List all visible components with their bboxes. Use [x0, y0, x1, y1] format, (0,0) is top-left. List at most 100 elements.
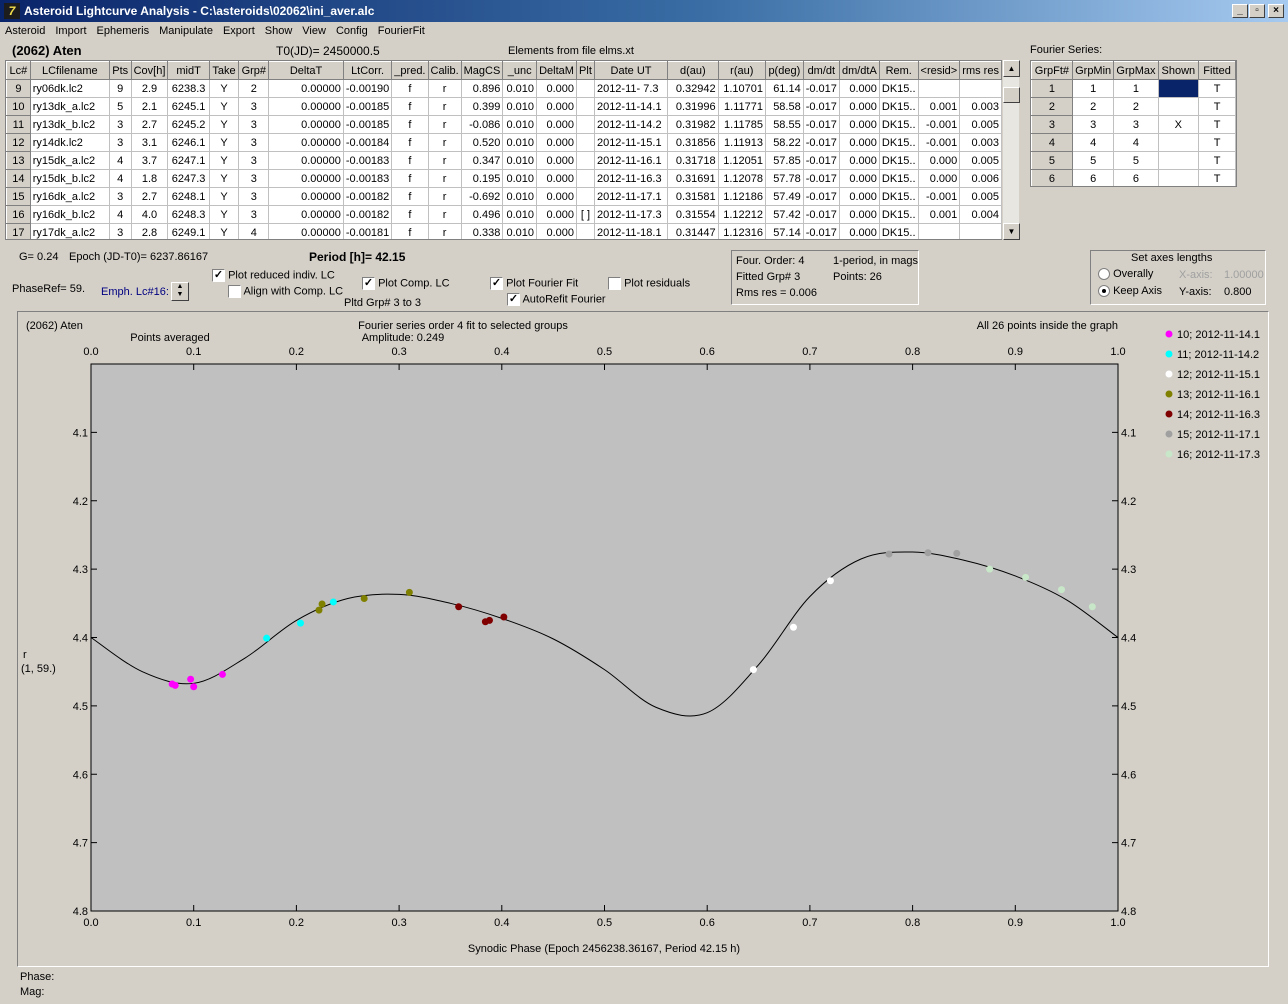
lc-cell[interactable]: 0.005	[959, 151, 1002, 170]
lc-cell[interactable]: 1.10701	[718, 79, 766, 98]
lc-cell[interactable]: ry15dk_a.lc2	[30, 151, 110, 170]
lightcurve-plot-area[interactable]: 0.0 0.0 0.1 0.1 0.2 0.2 0.3 0.3 0.4 0.4 0.5 0.5 0.6 0…	[17, 311, 1269, 967]
lc-cell[interactable]: 2012-11-14.1	[594, 97, 669, 116]
lc-cell[interactable]: 0.000	[839, 151, 880, 170]
data-point[interactable]	[263, 634, 271, 642]
lc-cell[interactable]: 3.1	[131, 133, 169, 152]
lc-cell[interactable]: 0.010	[502, 115, 538, 134]
lc-cell[interactable]: 2.8	[131, 223, 169, 239]
lc-cell[interactable]: -0.692	[461, 187, 504, 206]
overally-option[interactable]: Overally	[1098, 268, 1153, 281]
lc-cell[interactable]: Y	[209, 133, 240, 152]
lc-col-header[interactable]: Rem.	[878, 61, 919, 80]
lc-cell[interactable]: 1.12078	[718, 169, 766, 188]
lc-cell[interactable]	[576, 151, 595, 170]
lc-table-row[interactable]: 17 ry17dk_a.lc2 3 2.8 6249.1 Y 4 0.00000 -0.0018…	[6, 223, 1002, 239]
fourier-cell[interactable]: 3	[1113, 115, 1159, 134]
lc-cell[interactable]: 0.000	[536, 97, 577, 116]
lc-cell[interactable]: DK15..	[879, 205, 919, 224]
lc-cell[interactable]: 6247.1	[167, 151, 210, 170]
lc-cell[interactable]: -0.001	[918, 133, 961, 152]
lc-cell[interactable]	[959, 223, 1002, 239]
lc-cell[interactable]: DK15..	[879, 115, 919, 134]
lc-cell[interactable]: 6247.3	[167, 169, 210, 188]
lc-cell[interactable]: Y	[209, 79, 240, 98]
lc-cell[interactable]: 0.010	[502, 97, 538, 116]
lc-table-row[interactable]: 15 ry16dk_a.lc2 3 2.7 6248.1 Y 3 0.00000 -0.0018…	[6, 187, 1002, 206]
lc-table-row[interactable]: 14 ry15dk_b.lc2 4 1.8 6247.3 Y 3 0.00000 -0.0018…	[6, 169, 1002, 188]
lc-cell[interactable]: -0.017	[803, 205, 840, 224]
menu-fourierfit[interactable]: FourierFit	[377, 25, 425, 37]
fourier-cell[interactable]: 5	[1113, 151, 1159, 170]
lc-row-header[interactable]: 10	[6, 97, 31, 116]
lc-cell[interactable]: 57.49	[765, 187, 804, 206]
data-point[interactable]	[318, 600, 326, 608]
data-point[interactable]	[986, 565, 994, 573]
lc-cell[interactable]: DK15..	[879, 169, 919, 188]
fourier-cell[interactable]: T	[1198, 97, 1236, 116]
lc-col-header[interactable]: Pts	[108, 61, 132, 80]
lc-cell[interactable]: 0.31581	[667, 187, 719, 206]
lc-cell[interactable]: 0.003	[959, 133, 1002, 152]
close-button[interactable]: ×	[1268, 4, 1284, 18]
lc-cell[interactable]: r	[428, 187, 462, 206]
lc-cell[interactable]: -0.001	[918, 187, 961, 206]
fourier-cell[interactable]: 1	[1113, 79, 1159, 98]
lc-cell[interactable]: 57.85	[765, 151, 804, 170]
lc-cell[interactable]: -0.017	[803, 151, 840, 170]
lc-cell[interactable]: 3	[238, 187, 270, 206]
lc-row-header[interactable]: 11	[6, 115, 31, 134]
lc-table-row[interactable]: 10 ry13dk_a.lc2 5 2.1 6245.1 Y 3 0.00000 -0.0018…	[6, 97, 1002, 116]
lc-cell[interactable]: 4.0	[131, 205, 169, 224]
lc-col-header[interactable]: midT	[167, 61, 210, 80]
lc-col-header[interactable]: Lc#	[6, 61, 31, 80]
lc-cell[interactable]: 2012-11-17.3	[594, 205, 669, 224]
keep-axis-option[interactable]: Keep Axis	[1098, 285, 1162, 298]
lc-cell[interactable]: 0.004	[959, 205, 1002, 224]
lc-table-row[interactable]: 9 ry06dk.lc2 9 2.9 6238.3 Y 2 0.00000 -0.00190 f r…	[6, 79, 1002, 98]
fourier-cell[interactable]: 4	[1113, 133, 1159, 152]
lc-cell[interactable]: r	[428, 115, 462, 134]
data-point[interactable]	[485, 616, 493, 624]
menu-view[interactable]: View	[302, 25, 326, 37]
fourier-row-header[interactable]: 3	[1031, 115, 1073, 134]
lc-cell[interactable]: DK15..	[879, 223, 919, 239]
lc-col-header[interactable]: MagCS	[460, 61, 504, 80]
lc-cell[interactable]: 0.00000	[268, 115, 344, 134]
lc-cell[interactable]: 1.12212	[718, 205, 766, 224]
data-point[interactable]	[455, 603, 463, 611]
lc-row-header[interactable]: 17	[6, 223, 31, 239]
lc-cell[interactable]: -0.017	[803, 97, 840, 116]
lc-cell[interactable]: 9	[109, 79, 132, 98]
lc-cell[interactable]: 2012-11-18.1	[594, 223, 669, 239]
fourier-row-header[interactable]: 4	[1031, 133, 1073, 152]
lc-cell[interactable]: 0.010	[502, 205, 538, 224]
lc-cell[interactable]: 0.338	[461, 223, 504, 239]
lc-cell[interactable]: 0.006	[959, 169, 1002, 188]
lc-cell[interactable]: 3	[109, 133, 132, 152]
lc-col-header[interactable]: DeltaM	[536, 61, 577, 80]
lc-col-header[interactable]: p(deg)	[764, 61, 804, 80]
lc-cell[interactable]: 3	[109, 115, 132, 134]
menu-import[interactable]: Import	[55, 25, 87, 37]
lc-cell[interactable]: Y	[209, 187, 240, 206]
lc-cell[interactable]: -0.00190	[343, 79, 393, 98]
lc-cell[interactable]	[959, 79, 1002, 98]
fourier-cell[interactable]: T	[1198, 133, 1236, 152]
lc-cell[interactable]: Y	[209, 151, 240, 170]
lc-col-header[interactable]: DeltaT	[268, 61, 344, 80]
lc-cell[interactable]: r	[428, 151, 462, 170]
fourier-cell[interactable]: X	[1158, 115, 1200, 134]
lc-row-header[interactable]: 13	[6, 151, 31, 170]
lc-cell[interactable]: f	[391, 205, 429, 224]
lc-cell[interactable]: 1.8	[131, 169, 169, 188]
x-axis-value[interactable]: 1.00000	[1224, 269, 1264, 281]
fourier-cell[interactable]	[1158, 97, 1200, 116]
lc-cell[interactable]: f	[391, 133, 429, 152]
lc-cell[interactable]: r	[428, 223, 462, 239]
lc-cell[interactable]	[576, 133, 595, 152]
lc-cell[interactable]: -0.00183	[343, 151, 393, 170]
lc-cell[interactable]: 0.000	[536, 205, 577, 224]
lc-cell[interactable]: 0.00000	[268, 187, 344, 206]
lc-col-header[interactable]: <resid>	[917, 61, 961, 80]
